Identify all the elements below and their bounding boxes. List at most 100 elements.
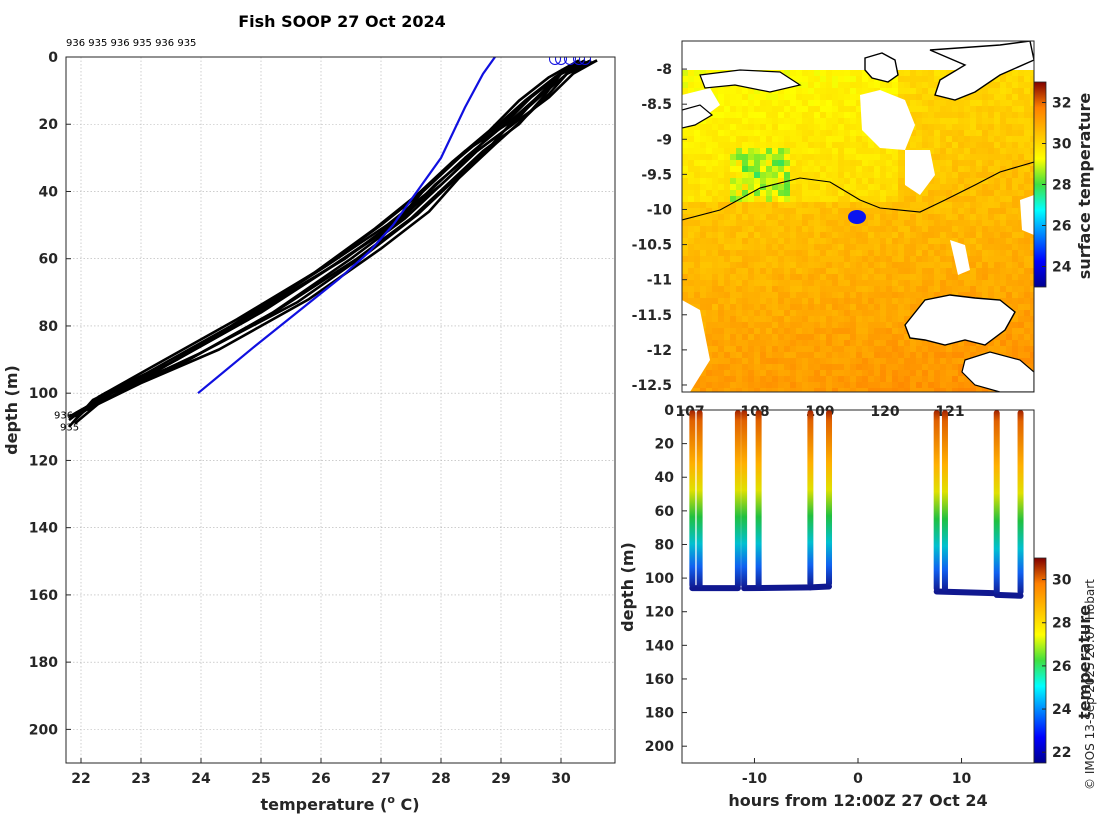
sst-cell [730,172,736,178]
sst-cell [778,112,784,118]
sst-cell [784,352,790,358]
sst-cell [724,286,730,292]
sst-cell [730,94,736,100]
sst-cell [880,268,886,274]
sst-cell [796,376,802,382]
sst-cell [808,244,814,250]
sst-cell [868,214,874,220]
sst-cell [724,352,730,358]
sst-cell [712,370,718,376]
sst-cell [856,232,862,238]
sst-cell [706,238,712,244]
sst-cell [766,148,772,154]
sst-cell [832,358,838,364]
profile-line [68,59,586,422]
sst-cell [916,232,922,238]
map-x-tick-label: 108 [740,404,769,420]
sst-cell [736,268,742,274]
sst-cell [1012,274,1018,280]
sst-cell [994,232,1000,238]
sst-cell [958,232,964,238]
profile-lines [68,57,598,428]
sst-cell [808,238,814,244]
sst-cell [862,184,868,190]
sst-cell [904,256,910,262]
sst-cell [958,202,964,208]
sst-cell [970,148,976,154]
sst-cell [880,154,886,160]
y-tick-label: 0 [48,50,58,66]
sst-cell [760,226,766,232]
sst-cell [844,244,850,250]
sst-cell [796,202,802,208]
sst-cell [736,286,742,292]
sst-cell [730,118,736,124]
sst-cell [790,268,796,274]
sst-cell [826,286,832,292]
sst-cell [1006,334,1012,340]
sst-cell [934,100,940,106]
sst-cell [742,322,748,328]
sst-cell [1000,136,1006,142]
sst-cell [802,346,808,352]
sst-cell [988,112,994,118]
sst-cell [808,130,814,136]
sst-cell [838,88,844,94]
sst-cell [868,382,874,388]
sst-cell [982,94,988,100]
sst-cell [700,280,706,286]
sst-cell [910,388,916,392]
sst-cell [844,172,850,178]
sst-cell [844,328,850,334]
sst-cell [742,286,748,292]
sst-cell [970,292,976,298]
sst-cell [862,232,868,238]
sst-cell [886,310,892,316]
sst-cell [826,316,832,322]
sst-cell [778,160,784,166]
sst-cell [850,166,856,172]
sst-cell [946,214,952,220]
sst-cell [850,268,856,274]
sst-cell [940,118,946,124]
sst-cell [886,274,892,280]
sst-cell [712,304,718,310]
sst-cell [988,250,994,256]
sst-cell [886,322,892,328]
sst-cell [934,358,940,364]
sst-cell [916,292,922,298]
sst-cell [1006,268,1012,274]
sst-cell [1000,280,1006,286]
sst-cell [808,322,814,328]
sst-cell [766,346,772,352]
sst-cell [796,166,802,172]
sst-cell [724,88,730,94]
sst-cell [1024,82,1030,88]
sst-cell [1024,244,1030,250]
sst-cell [838,340,844,346]
sst-cell [742,352,748,358]
sst-cell [1000,106,1006,112]
sst-cell [886,166,892,172]
sst-cell [886,208,892,214]
sst-cell [718,166,724,172]
sst-cell [808,226,814,232]
sst-cell [838,382,844,388]
sst-cell [904,286,910,292]
sst-cell [898,190,904,196]
sst-cell [838,148,844,154]
sst-cell [706,316,712,322]
sst-cell [802,298,808,304]
sst-cell [706,256,712,262]
sst-cell [772,106,778,112]
sst-cell [1000,112,1006,118]
sst-cell [796,358,802,364]
sst-cell [892,268,898,274]
map-y-tick-label: -11.5 [632,308,672,324]
sst-cell [1012,292,1018,298]
sst-cell [682,154,688,160]
sst-cell [820,322,826,328]
sst-cell [874,226,880,232]
sst-cell [970,352,976,358]
sst-cell [682,232,688,238]
